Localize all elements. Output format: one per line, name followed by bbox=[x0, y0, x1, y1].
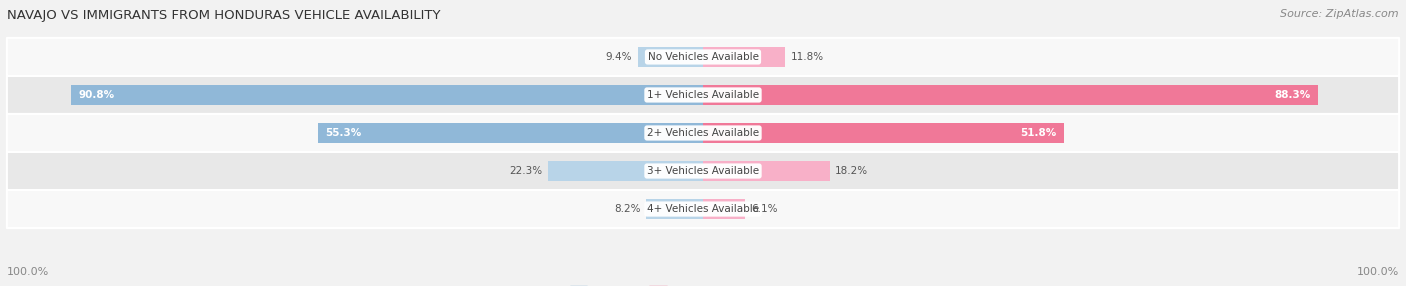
Text: 1+ Vehicles Available: 1+ Vehicles Available bbox=[647, 90, 759, 100]
Text: 100.0%: 100.0% bbox=[1357, 267, 1399, 277]
Text: 100.0%: 100.0% bbox=[7, 267, 49, 277]
Text: 22.3%: 22.3% bbox=[509, 166, 543, 176]
Legend: Navajo, Immigrants from Honduras: Navajo, Immigrants from Honduras bbox=[565, 281, 841, 286]
FancyBboxPatch shape bbox=[7, 152, 1399, 190]
Text: Source: ZipAtlas.com: Source: ZipAtlas.com bbox=[1281, 9, 1399, 19]
Text: No Vehicles Available: No Vehicles Available bbox=[648, 52, 758, 62]
Text: 88.3%: 88.3% bbox=[1274, 90, 1310, 100]
FancyBboxPatch shape bbox=[7, 76, 1399, 114]
Bar bbox=[703, 85, 1317, 105]
Bar bbox=[703, 161, 830, 181]
Bar bbox=[548, 161, 703, 181]
Text: 55.3%: 55.3% bbox=[325, 128, 361, 138]
Text: 2+ Vehicles Available: 2+ Vehicles Available bbox=[647, 128, 759, 138]
Text: 18.2%: 18.2% bbox=[835, 166, 869, 176]
Bar bbox=[703, 199, 745, 219]
Text: 4+ Vehicles Available: 4+ Vehicles Available bbox=[647, 204, 759, 214]
Text: 9.4%: 9.4% bbox=[606, 52, 633, 62]
Bar bbox=[637, 47, 703, 67]
Bar bbox=[703, 47, 785, 67]
FancyBboxPatch shape bbox=[7, 190, 1399, 228]
Text: 3+ Vehicles Available: 3+ Vehicles Available bbox=[647, 166, 759, 176]
FancyBboxPatch shape bbox=[7, 38, 1399, 76]
Bar bbox=[318, 123, 703, 143]
FancyBboxPatch shape bbox=[7, 114, 1399, 152]
Text: 11.8%: 11.8% bbox=[790, 52, 824, 62]
Text: 90.8%: 90.8% bbox=[77, 90, 114, 100]
Bar bbox=[72, 85, 703, 105]
Text: 51.8%: 51.8% bbox=[1021, 128, 1056, 138]
Text: NAVAJO VS IMMIGRANTS FROM HONDURAS VEHICLE AVAILABILITY: NAVAJO VS IMMIGRANTS FROM HONDURAS VEHIC… bbox=[7, 9, 440, 21]
Text: 6.1%: 6.1% bbox=[751, 204, 778, 214]
Text: 8.2%: 8.2% bbox=[614, 204, 640, 214]
Bar bbox=[703, 123, 1063, 143]
Bar bbox=[645, 199, 703, 219]
